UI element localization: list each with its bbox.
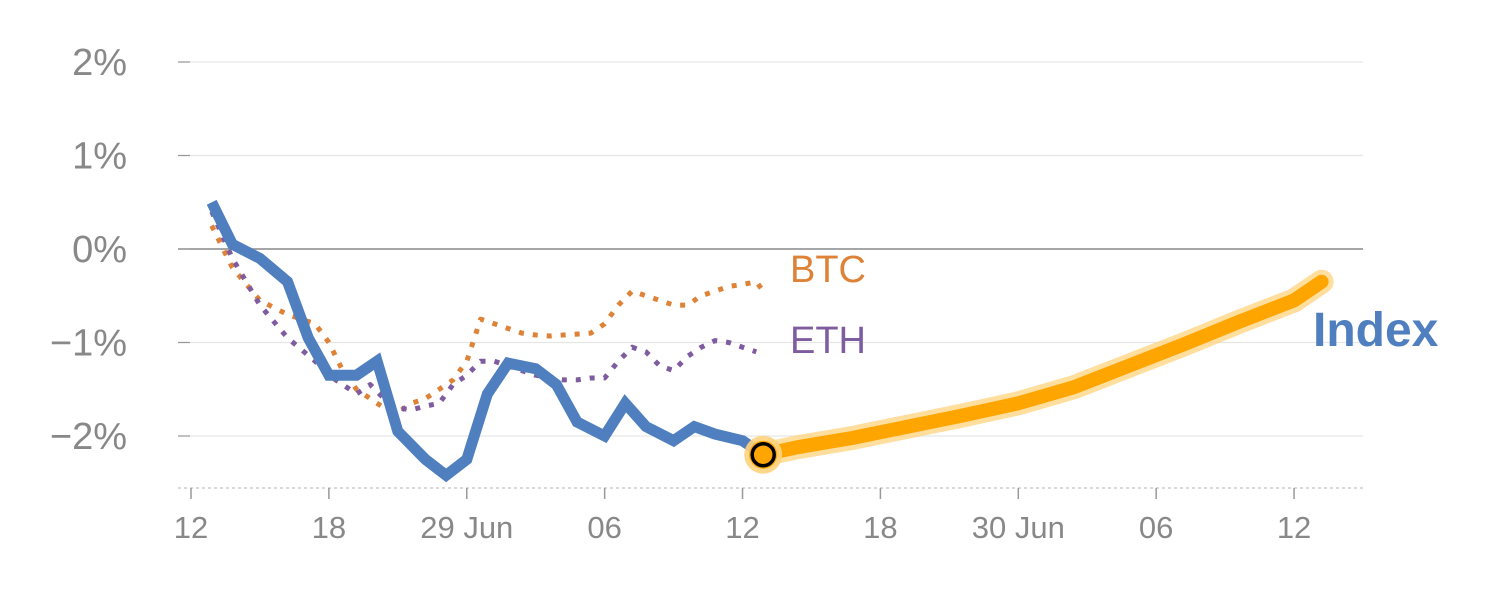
gridlines [178,61,1363,437]
btc-series-label: BTC [790,249,866,291]
eth-series-label: ETH [790,320,866,362]
x-tick-label: 06 [587,510,621,545]
x-tick-label: 12 [1277,510,1311,545]
marker-dot [750,441,776,468]
index-line [206,199,767,483]
y-tick-label: −2% [50,416,127,458]
y-tick-label: 2% [72,42,127,84]
x-tick-label: 30 Jun [972,510,1065,545]
x-tick-label: 12 [174,510,208,545]
current-point-marker [744,435,783,474]
x-tick-label: 06 [1139,510,1173,545]
btc-line [209,224,766,416]
x-tick-label: 29 Jun [420,510,513,545]
series-lines [206,199,1334,483]
x-tick-label: 18 [863,510,897,545]
y-axis-tick-labels: 2% 1% 0% −1% −2% [50,42,127,458]
x-axis [178,487,1363,499]
index-series-label: Index [1313,304,1439,357]
index-forecast-glow [751,269,1334,467]
y-tick-label: −1% [50,323,127,365]
x-tick-label: 12 [725,510,759,545]
y-tick-label: 0% [72,229,127,271]
index-forecast-line [756,274,1329,462]
y-tick-label: 1% [72,136,127,178]
x-tick-label: 18 [312,510,346,545]
x-axis-tick-labels: 12 18 29 Jun 06 12 18 30 Jun 06 12 [174,510,1312,545]
